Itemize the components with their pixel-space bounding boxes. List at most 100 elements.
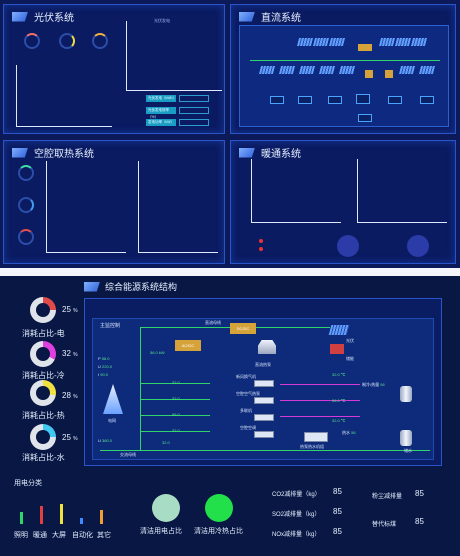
legend-bar-hvac <box>40 506 43 524</box>
legend-label-other: 其它 <box>97 532 111 539</box>
ratio-ring-electric <box>30 297 56 323</box>
ratio-pct-water: 25 % <box>62 433 78 442</box>
dc-dc-box: DC/DC <box>230 323 256 334</box>
dust-label: 粉尘减排量 <box>372 494 403 500</box>
gauge-icon <box>92 33 108 49</box>
tank-label: 储水 <box>404 448 412 453</box>
device-icon <box>254 397 274 404</box>
dc-box <box>356 94 370 104</box>
pv-title-text: 光伏系统 <box>34 13 74 24</box>
clean-heat-circle <box>205 494 233 522</box>
clean-electric-label: 清洁用电占比 <box>140 528 182 535</box>
dc-box <box>358 114 372 122</box>
legend-label-hvac: 暖通 <box>33 532 47 539</box>
pv-value-3 <box>179 119 209 126</box>
air-panel: 空腔取热系统 <box>3 140 225 264</box>
row-line <box>140 383 210 384</box>
legend-bar-lighting <box>20 512 23 524</box>
air-chart-left <box>46 161 126 253</box>
pv-panel: 光伏系统 光伏发电 光伏发电（kWh） 光伏发电效率（%） 发电功率（kW） <box>3 4 225 134</box>
row-value-2: 32.0 <box>172 396 180 401</box>
dust-value: 85 <box>415 489 424 498</box>
i-left: I 90.0 <box>98 372 109 377</box>
battery-icon <box>330 344 344 354</box>
gauge-icon <box>18 229 34 245</box>
air-title: 空腔取热系统 <box>12 145 94 160</box>
legend-label-lighting: 照明 <box>14 532 28 539</box>
pv-chart-right-title: 光伏发电 <box>154 18 170 23</box>
temp-3: 32.0 ℃ <box>332 418 346 423</box>
solar-panel-icon <box>418 66 436 74</box>
hvac-chart-left <box>251 159 341 223</box>
device-icon <box>254 414 274 421</box>
flag-icon <box>239 11 255 22</box>
gauge-icon <box>24 33 40 49</box>
row-line <box>140 415 210 416</box>
dc-bus-line <box>250 60 440 61</box>
solar-panel-icon <box>312 38 330 46</box>
row-label-1: 新风换气机 <box>236 374 256 379</box>
solar-panel-icon <box>278 66 296 74</box>
dc-box <box>328 96 342 104</box>
solar-panel-icon <box>328 38 346 46</box>
p-left: P 56.0 <box>98 356 110 361</box>
row-line <box>140 431 210 432</box>
pv-tag-3: 发电功率（kW） <box>146 119 176 126</box>
flag-icon <box>12 11 28 22</box>
pv-title: 光伏系统 <box>12 9 74 24</box>
dc-bus-label: 直流母线 <box>205 320 221 325</box>
vertical-line <box>140 327 141 450</box>
row-value-1: 32.0 <box>172 380 180 385</box>
badge-circle <box>407 235 429 257</box>
gauge-icon <box>59 33 75 49</box>
ac-kw: 32.0 <box>162 440 170 445</box>
ratio-label-water: 消耗占比-水 <box>22 453 65 462</box>
battery-label: 储能 <box>346 356 354 361</box>
dc-box <box>420 96 434 104</box>
dc-box <box>298 96 312 104</box>
hvac-panel: 暖通系统 <box>230 140 456 264</box>
status-dot <box>259 239 263 243</box>
co2-value: 85 <box>333 487 342 496</box>
clean-electric-circle <box>152 494 180 522</box>
pv-value-1 <box>179 95 209 102</box>
cool-label: 制冷/热量 56 <box>362 382 385 387</box>
row-value-4: 32.0 <box>172 428 180 433</box>
u-ac: U 380.0 <box>98 438 113 443</box>
solar-panel-icon <box>410 38 428 46</box>
gauge-icon <box>18 197 34 213</box>
flag-icon <box>12 147 28 158</box>
top-screen: 光伏系统 光伏发电 光伏发电（kWh） 光伏发电效率（%） 发电功率（kW） 直… <box>0 0 460 268</box>
row-line <box>140 399 210 400</box>
pink-line <box>280 400 360 401</box>
so2-value: 85 <box>333 507 342 516</box>
solar-panel-icon <box>338 66 356 74</box>
dc-converter <box>365 70 373 78</box>
air-title-text: 空腔取热系统 <box>34 149 94 160</box>
dc-diagram <box>239 25 449 127</box>
ratio-pct-cold: 32 % <box>62 349 78 358</box>
pink-line <box>280 384 360 385</box>
row-value-3: 56.0 <box>172 412 180 417</box>
tank-icon <box>400 430 412 446</box>
top-value: 56.0 kW <box>150 350 165 355</box>
nox-label: NOx减排量（kg） <box>272 532 321 538</box>
gauge-icon <box>18 165 34 181</box>
ac-dc-box: AC/DC <box>175 340 201 351</box>
so2-label: SO2减排量（kg） <box>272 512 321 518</box>
storage-icon <box>258 340 276 354</box>
device-icon <box>254 431 274 438</box>
solar-panel-icon <box>318 66 336 74</box>
pv-tag-2: 光伏发电效率（%） <box>146 107 176 119</box>
hvac-title: 暖通系统 <box>239 145 301 160</box>
ac-bus-line <box>100 450 430 451</box>
row-label-3: 多联机 <box>240 408 252 413</box>
status-dot <box>259 247 263 251</box>
solar-panel-icon <box>258 66 276 74</box>
coal-value: 85 <box>415 517 424 526</box>
main-control-label: 主监控制 <box>100 323 121 329</box>
hvac-chart-right <box>357 159 447 223</box>
pv-value-2 <box>179 107 209 114</box>
legend-bar-screen <box>60 504 63 524</box>
hvac-title-text: 暖通系统 <box>261 149 301 160</box>
